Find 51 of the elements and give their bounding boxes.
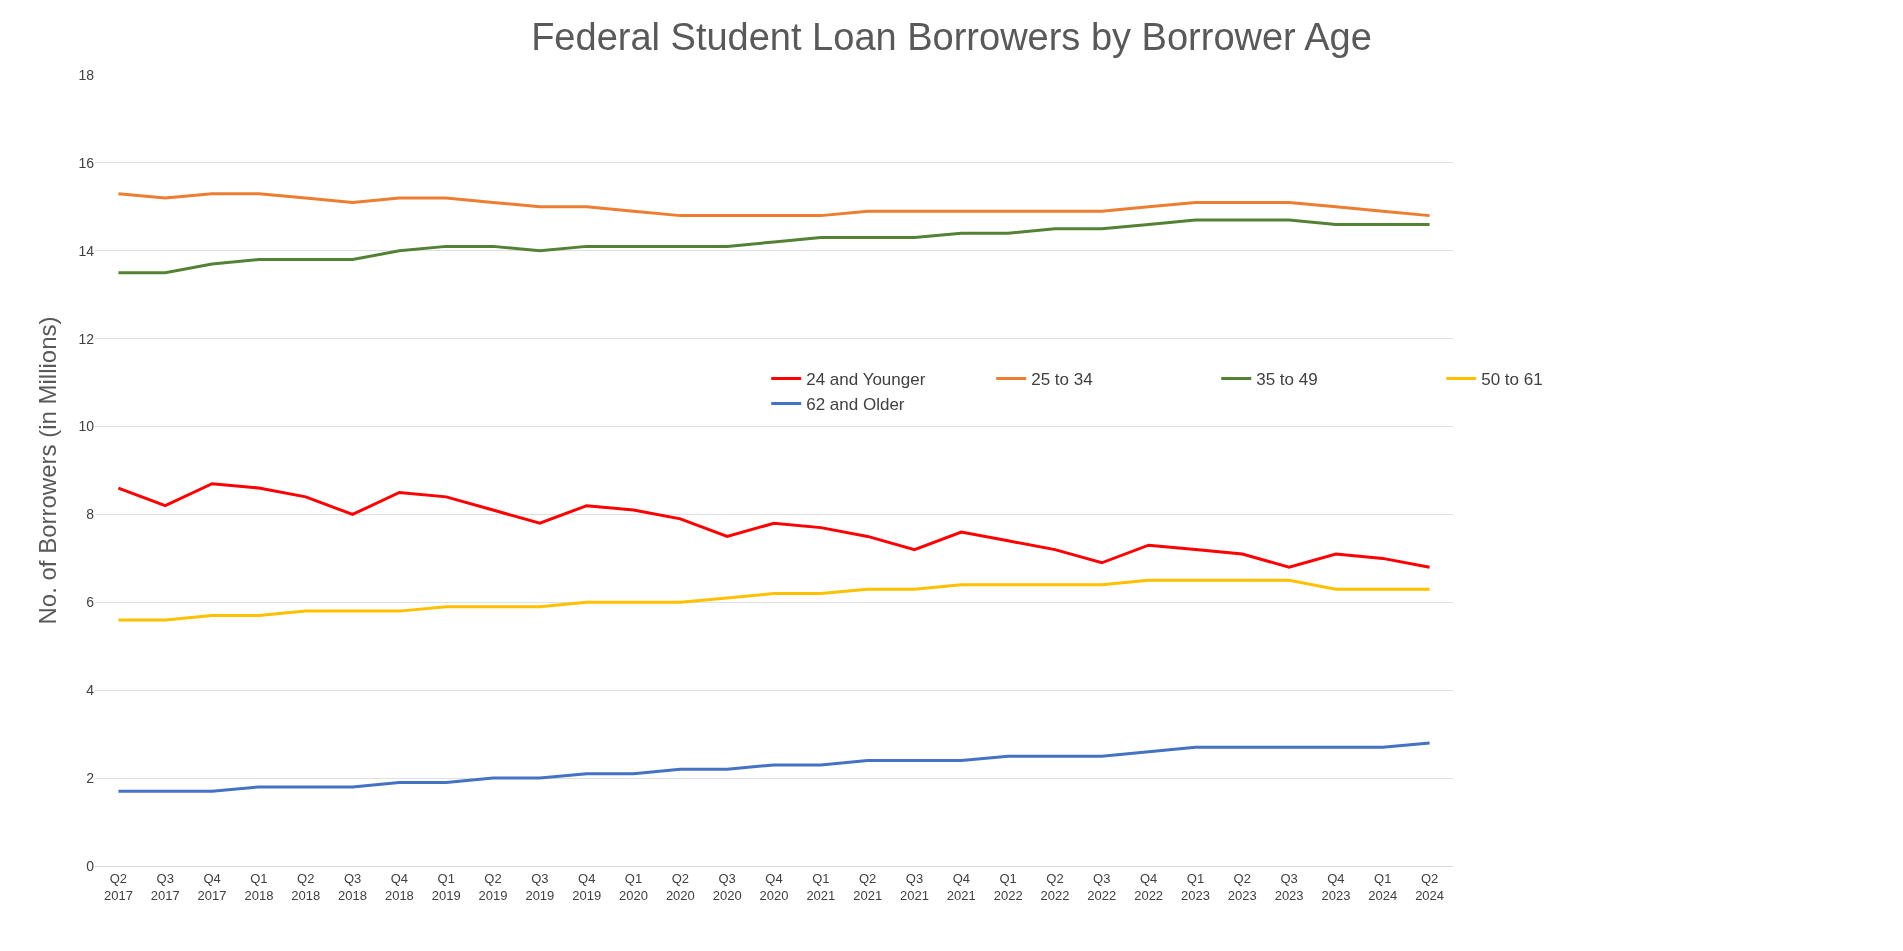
x-tick-label: Q4 2018 (384, 870, 414, 903)
y-tick-label: 12 (78, 330, 95, 347)
y-tick-label: 18 (78, 66, 95, 83)
x-tick-label: Q4 2021 (946, 870, 976, 903)
y-tick-label: 10 (78, 418, 95, 435)
y-tick-label: 6 (86, 594, 95, 611)
x-tick-label: Q3 2022 (1087, 870, 1117, 903)
x-tick-label: Q1 2019 (431, 870, 461, 903)
y-tick-label: 8 (86, 506, 95, 523)
legend-label: 24 and Younger (806, 370, 926, 390)
line-series (116, 482, 1432, 569)
x-tick-label: Q3 2018 (338, 870, 368, 903)
legend-label: 35 to 49 (1256, 370, 1318, 390)
line-series (116, 741, 1432, 793)
x-tick-label: Q1 2022 (993, 870, 1023, 903)
y-tick-label: 4 (86, 682, 95, 699)
y-tick-label: 0 (86, 857, 95, 874)
legend-label: 25 to 34 (1031, 370, 1093, 390)
x-tick-label: Q3 2021 (900, 870, 929, 903)
x-tick-label: Q1 2024 (1368, 870, 1398, 903)
x-tick-label: Q3 2019 (525, 870, 555, 903)
chart-title: Federal Student Loan Borrowers by Borrower Age (531, 16, 1372, 59)
x-tick-label: Q2 2018 (291, 870, 321, 903)
x-tick-label: Q3 2017 (150, 870, 180, 903)
x-tick-label: Q4 2022 (1134, 870, 1164, 903)
x-tick-label: Q2 2023 (1227, 870, 1257, 903)
y-tick-label: 14 (78, 242, 95, 259)
line-series (116, 218, 1432, 275)
y-tick-label: 16 (78, 154, 95, 171)
x-tick-label: Q2 2021 (853, 870, 883, 903)
x-tick-label: Q2 2020 (665, 870, 695, 903)
x-tick-label: Q2 2017 (103, 870, 133, 903)
x-tick-label: Q3 2020 (712, 870, 742, 903)
x-tick-label: Q1 2020 (619, 870, 648, 903)
x-tick-label: Q4 2023 (1321, 870, 1351, 903)
x-tick-label: Q2 2024 (1415, 870, 1445, 903)
x-tick-label: Q4 2017 (197, 870, 227, 903)
x-tick-label: Q2 2022 (1040, 870, 1070, 903)
x-tick-label: Q4 2019 (572, 870, 602, 903)
line-series (116, 578, 1432, 622)
line-series (116, 192, 1432, 218)
x-tick-label: Q1 2023 (1180, 870, 1210, 903)
x-tick-label: Q3 2023 (1274, 870, 1304, 903)
y-tick-label: 2 (86, 770, 95, 787)
x-tick-label: Q4 2020 (759, 870, 789, 903)
x-tick-label: Q2 2019 (478, 870, 508, 903)
legend-label: 62 and Older (806, 395, 905, 415)
legend-label: 50 to 61 (1481, 370, 1543, 390)
x-tick-label: Q1 2018 (244, 870, 274, 903)
y-axis-title: No. of Borrowers (in Millions) (33, 316, 61, 625)
x-tick-label: Q1 2021 (806, 870, 836, 903)
